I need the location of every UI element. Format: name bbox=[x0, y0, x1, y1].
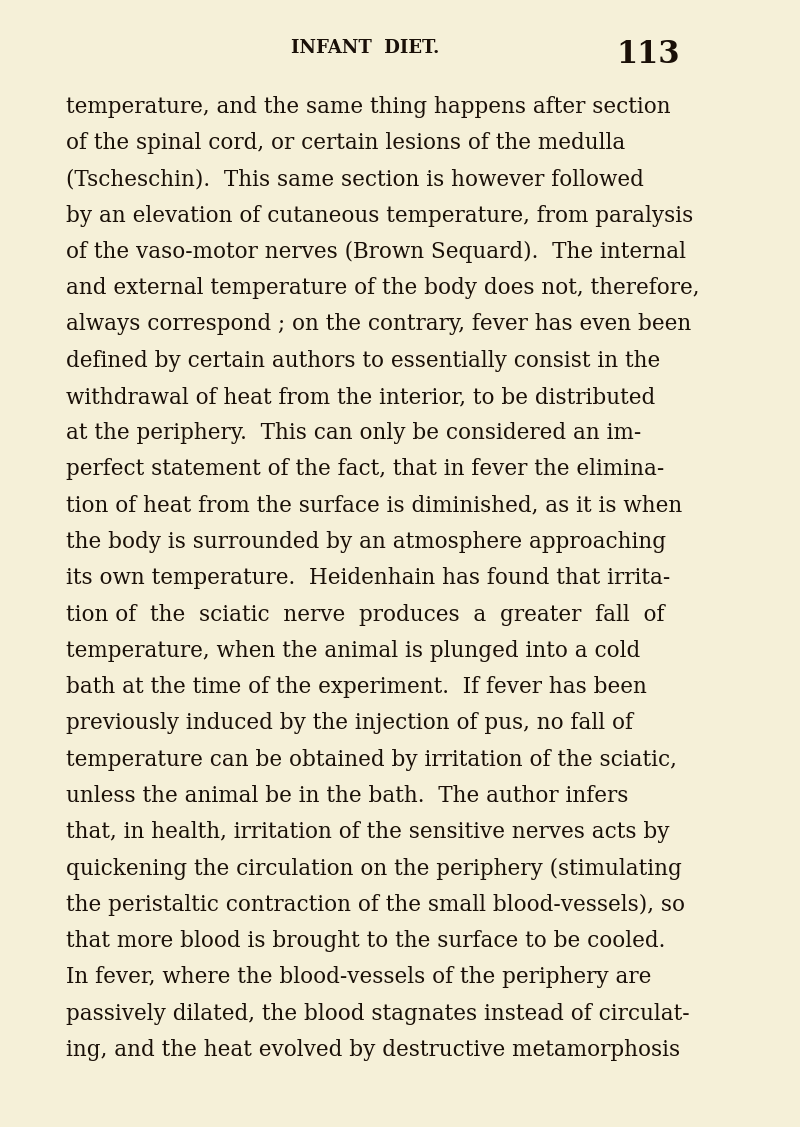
Text: always correspond ; on the contrary, fever has even been: always correspond ; on the contrary, fev… bbox=[66, 313, 691, 336]
Text: ing, and the heat evolved by destructive metamorphosis: ing, and the heat evolved by destructive… bbox=[66, 1039, 680, 1061]
Text: of the spinal cord, or certain lesions of the medulla: of the spinal cord, or certain lesions o… bbox=[66, 132, 625, 154]
Text: tion of  the  sciatic  nerve  produces  a  greater  fall  of: tion of the sciatic nerve produces a gre… bbox=[66, 604, 664, 625]
Text: bath at the time of the experiment.  If fever has been: bath at the time of the experiment. If f… bbox=[66, 676, 646, 698]
Text: of the vaso-motor nerves (Brown Sequard).  The internal: of the vaso-motor nerves (Brown Sequard)… bbox=[66, 241, 686, 263]
Text: perfect statement of the fact, that in fever the elimina-: perfect statement of the fact, that in f… bbox=[66, 459, 664, 480]
Text: temperature, when the animal is plunged into a cold: temperature, when the animal is plunged … bbox=[66, 640, 640, 662]
Text: its own temperature.  Heidenhain has found that irrita-: its own temperature. Heidenhain has foun… bbox=[66, 567, 670, 589]
Text: by an elevation of cutaneous temperature, from paralysis: by an elevation of cutaneous temperature… bbox=[66, 205, 693, 227]
Text: 113: 113 bbox=[616, 39, 679, 71]
Text: defined by certain authors to essentially consist in the: defined by certain authors to essentiall… bbox=[66, 349, 660, 372]
Text: temperature, and the same thing happens after section: temperature, and the same thing happens … bbox=[66, 96, 670, 118]
Text: withdrawal of heat from the interior, to be distributed: withdrawal of heat from the interior, to… bbox=[66, 385, 655, 408]
Text: INFANT  DIET.: INFANT DIET. bbox=[291, 39, 439, 57]
Text: that, in health, irritation of the sensitive nerves acts by: that, in health, irritation of the sensi… bbox=[66, 822, 670, 843]
Text: In fever, where the blood-vessels of the periphery are: In fever, where the blood-vessels of the… bbox=[66, 966, 651, 988]
Text: the body is surrounded by an atmosphere approaching: the body is surrounded by an atmosphere … bbox=[66, 531, 666, 553]
Text: that more blood is brought to the surface to be cooled.: that more blood is brought to the surfac… bbox=[66, 930, 665, 952]
Text: at the periphery.  This can only be considered an im-: at the periphery. This can only be consi… bbox=[66, 423, 641, 444]
Text: unless the animal be in the bath.  The author infers: unless the animal be in the bath. The au… bbox=[66, 784, 628, 807]
Text: (Tscheschin).  This same section is however followed: (Tscheschin). This same section is howev… bbox=[66, 168, 644, 190]
Text: the peristaltic contraction of the small blood-vessels), so: the peristaltic contraction of the small… bbox=[66, 894, 685, 916]
Text: passively dilated, the blood stagnates instead of circulat-: passively dilated, the blood stagnates i… bbox=[66, 1003, 690, 1024]
Text: temperature can be obtained by irritation of the sciatic,: temperature can be obtained by irritatio… bbox=[66, 748, 677, 771]
Text: tion of heat from the surface is diminished, as it is when: tion of heat from the surface is diminis… bbox=[66, 495, 682, 517]
Text: and external temperature of the body does not, therefore,: and external temperature of the body doe… bbox=[66, 277, 699, 299]
Text: quickening the circulation on the periphery (stimulating: quickening the circulation on the periph… bbox=[66, 858, 682, 879]
Text: previously induced by the injection of pus, no fall of: previously induced by the injection of p… bbox=[66, 712, 633, 735]
